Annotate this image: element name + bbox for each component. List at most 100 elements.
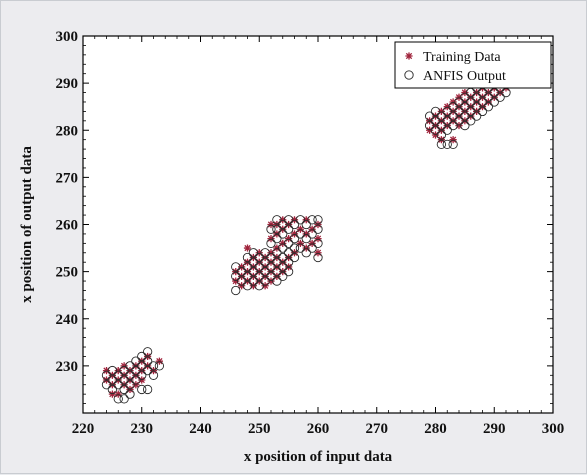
training-point <box>255 268 263 276</box>
training-point <box>249 263 257 271</box>
training-point <box>443 103 451 111</box>
training-point <box>443 112 451 120</box>
anfis-point <box>119 365 129 376</box>
training-point <box>426 126 434 134</box>
anfis-point <box>283 257 294 267</box>
x-tick-label: 230 <box>131 421 154 437</box>
training-point <box>243 258 252 266</box>
anfis-point <box>424 120 435 131</box>
training-point <box>267 277 275 285</box>
anfis-point <box>313 215 323 225</box>
anfis-point <box>137 370 147 380</box>
training-point <box>455 103 463 111</box>
training-point <box>455 121 463 130</box>
anfis-point <box>131 365 141 376</box>
training-point <box>302 230 310 238</box>
anfis-point <box>142 365 153 376</box>
anfis-point <box>442 106 452 117</box>
y-axis-label: x position of output data <box>19 146 35 303</box>
anfis-point <box>266 252 276 263</box>
anfis-point <box>148 361 159 371</box>
anfis-point <box>125 389 135 399</box>
training-point <box>302 244 310 252</box>
training-point <box>267 235 275 243</box>
plot-frame <box>82 35 554 414</box>
training-point <box>120 381 128 389</box>
anfis-point <box>113 370 123 380</box>
training-point <box>255 249 263 257</box>
training-point <box>144 362 152 370</box>
training-point <box>431 131 440 139</box>
anfis-point <box>295 215 306 225</box>
training-point <box>449 136 457 144</box>
anfis-point <box>142 356 153 366</box>
anfis-point <box>242 262 253 272</box>
anfis-point <box>289 233 300 244</box>
anfis-point <box>283 224 294 234</box>
x-axis-label: x position of input data <box>244 449 393 465</box>
training-point <box>279 258 287 266</box>
anfis-point <box>260 276 270 286</box>
training-point <box>238 282 246 290</box>
anfis-point <box>242 281 253 291</box>
anfis-point <box>442 116 452 126</box>
anfis-point <box>272 257 282 267</box>
training-point <box>449 107 457 115</box>
anfis-point <box>283 238 294 249</box>
training-point <box>114 366 122 375</box>
anfis-point <box>113 380 123 390</box>
training-point <box>114 376 122 384</box>
training-point <box>290 249 299 257</box>
training-point <box>455 112 463 120</box>
series-anfis-output <box>101 83 511 404</box>
training-point <box>126 385 134 394</box>
anfis-point <box>448 120 458 131</box>
training-point <box>302 216 310 224</box>
training-point <box>267 268 275 276</box>
x-tick-label: 280 <box>424 421 447 437</box>
training-point <box>149 366 158 375</box>
anfis-point <box>307 243 317 253</box>
training-point <box>461 117 469 125</box>
legend: Training Data ANFIS Output <box>394 41 552 89</box>
anfis-point <box>307 215 317 225</box>
axis-ticks: 220 230 240 250 260 270 280 290 300 230 240 250 260 2… <box>56 29 565 437</box>
anfis-point <box>266 224 276 234</box>
anfis-point <box>295 243 306 253</box>
anfis-point <box>254 262 264 272</box>
training-point <box>467 93 475 101</box>
training-point <box>261 282 269 290</box>
anfis-point <box>272 233 282 244</box>
training-point <box>449 117 457 125</box>
training-point <box>461 98 469 106</box>
training-point <box>490 93 498 101</box>
anfis-point <box>301 233 311 244</box>
training-point <box>255 258 263 266</box>
training-point <box>232 268 240 276</box>
anfis-point <box>466 97 476 107</box>
anfis-point <box>430 125 441 135</box>
anfis-point <box>260 248 270 258</box>
anfis-point <box>260 266 270 277</box>
anfis-point <box>289 252 300 263</box>
training-point <box>255 277 263 285</box>
anfis-point <box>260 257 270 267</box>
anfis-point <box>248 276 259 286</box>
anfis-point <box>483 102 494 112</box>
anfis-point <box>113 394 123 404</box>
anfis-point <box>278 219 288 230</box>
y-tick-label: 240 <box>56 312 79 328</box>
training-point <box>138 366 146 375</box>
training-point <box>273 272 281 280</box>
training-point <box>484 98 492 106</box>
anfis-point <box>436 139 447 150</box>
anfis-point <box>454 106 464 117</box>
anfis-point <box>119 394 129 404</box>
training-point <box>138 357 146 365</box>
anfis-point <box>313 224 323 234</box>
anfis-point <box>125 380 135 390</box>
training-point <box>437 107 445 115</box>
y-tick-label: 290 <box>56 76 79 92</box>
